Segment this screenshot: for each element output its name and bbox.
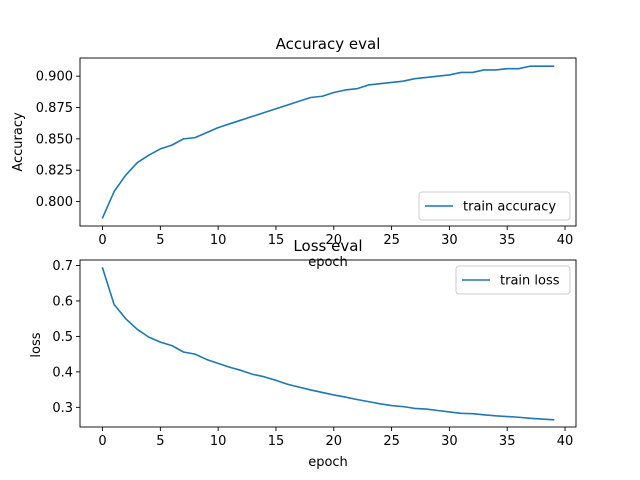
loss-x-tick-label: 15	[268, 434, 285, 449]
loss-x-tick-label: 35	[499, 434, 516, 449]
accuracy-x-tick-label: 30	[441, 233, 458, 248]
accuracy-x-tick-label: 15	[268, 233, 285, 248]
accuracy-y-tick-label: 0.825	[36, 164, 73, 179]
loss-axes-frame	[79, 259, 577, 428]
accuracy-x-axis-label: epoch	[308, 255, 348, 270]
accuracy-legend-entry: train accuracy	[463, 200, 556, 215]
loss-ticks: 0 5 10 15 20 25 30 35 40 0.3 0.4 0.5 0.6 0.7	[52, 259, 573, 449]
accuracy-x-tick-label: 0	[98, 233, 106, 248]
loss-x-tick-label: 0	[98, 434, 106, 449]
accuracy-legend: train accuracy	[418, 191, 571, 221]
accuracy-y-axis-label: Accuracy	[11, 112, 26, 172]
loss-y-tick-label: 0.7	[52, 259, 73, 274]
accuracy-series-line-0	[101, 65, 555, 219]
loss-y-tick-label: 0.3	[52, 401, 73, 416]
loss-x-tick-label: 10	[210, 434, 227, 449]
accuracy-x-tick-label: 10	[210, 233, 227, 248]
accuracy-x-tick-label: 20	[326, 233, 343, 248]
loss-subplot: 0 5 10 15 20 25 30 35 40 0.3 0.4 0.5 0.6 0.7 Loss eva…	[29, 237, 577, 470]
loss-x-axis-label: epoch	[308, 455, 348, 470]
accuracy-title: Accuracy eval	[276, 35, 381, 53]
loss-y-tick-label: 0.6	[52, 294, 73, 309]
accuracy-x-tick-label: 35	[499, 233, 516, 248]
loss-y-axis-label: loss	[29, 332, 44, 357]
accuracy-legend-box	[418, 191, 571, 221]
loss-x-tick-label: 30	[441, 434, 458, 449]
loss-x-tick-label: 40	[557, 434, 574, 449]
loss-title: Loss eval	[293, 237, 362, 255]
loss-legend: train loss	[455, 265, 571, 295]
accuracy-x-tick-label: 25	[383, 233, 400, 248]
accuracy-x-tick-label: 40	[557, 233, 574, 248]
accuracy-subplot: 0 5 10 15 20 25 30 35 40 0.800 0.825 0.850 0.875 0.90…	[11, 35, 577, 270]
loss-series-line-0	[101, 266, 555, 421]
loss-x-tick-label: 25	[383, 434, 400, 449]
accuracy-y-tick-label: 0.900	[36, 70, 73, 85]
loss-marks	[79, 259, 577, 428]
accuracy-x-tick-label: 5	[156, 233, 164, 248]
accuracy-ticks: 0 5 10 15 20 25 30 35 40 0.800 0.825 0.850 0.875 0.90…	[36, 70, 574, 248]
loss-x-tick-label: 5	[156, 434, 164, 449]
loss-y-tick-label: 0.4	[52, 365, 73, 380]
accuracy-marks	[79, 57, 577, 227]
accuracy-y-tick-label: 0.800	[36, 195, 73, 210]
loss-legend-box	[455, 265, 571, 295]
loss-y-tick-label: 0.5	[52, 330, 73, 345]
loss-x-tick-label: 20	[326, 434, 343, 449]
accuracy-axes-frame	[79, 57, 577, 227]
loss-legend-entry: train loss	[500, 274, 560, 289]
accuracy-y-tick-label: 0.850	[36, 132, 73, 147]
accuracy-y-tick-label: 0.875	[36, 101, 73, 116]
